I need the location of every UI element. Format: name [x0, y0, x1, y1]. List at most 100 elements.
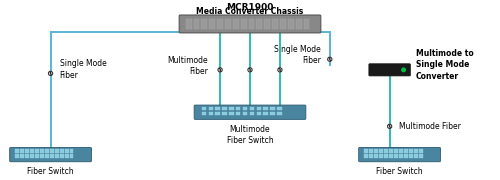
FancyBboxPatch shape — [186, 19, 192, 29]
FancyBboxPatch shape — [394, 149, 398, 153]
FancyBboxPatch shape — [30, 154, 34, 158]
FancyBboxPatch shape — [404, 154, 407, 158]
FancyBboxPatch shape — [250, 112, 254, 115]
FancyBboxPatch shape — [243, 112, 248, 115]
FancyBboxPatch shape — [229, 112, 234, 115]
FancyBboxPatch shape — [30, 149, 34, 153]
FancyBboxPatch shape — [225, 19, 231, 29]
FancyBboxPatch shape — [256, 107, 261, 110]
FancyBboxPatch shape — [10, 147, 92, 162]
Circle shape — [48, 71, 52, 75]
FancyBboxPatch shape — [50, 154, 53, 158]
Text: Media Converter Chassis: Media Converter Chassis — [196, 6, 304, 15]
Text: Single Mode
Fiber: Single Mode Fiber — [60, 59, 106, 80]
FancyBboxPatch shape — [400, 149, 402, 153]
FancyBboxPatch shape — [40, 149, 43, 153]
FancyBboxPatch shape — [384, 149, 388, 153]
FancyBboxPatch shape — [277, 112, 281, 115]
FancyBboxPatch shape — [256, 19, 262, 29]
FancyBboxPatch shape — [404, 149, 407, 153]
FancyBboxPatch shape — [70, 154, 74, 158]
FancyBboxPatch shape — [304, 19, 310, 29]
FancyBboxPatch shape — [202, 112, 206, 115]
FancyBboxPatch shape — [20, 149, 24, 153]
FancyBboxPatch shape — [236, 107, 240, 110]
FancyBboxPatch shape — [222, 112, 226, 115]
Circle shape — [218, 68, 222, 72]
Text: Single Mode
Fiber: Single Mode Fiber — [274, 45, 321, 65]
FancyBboxPatch shape — [202, 19, 207, 29]
FancyBboxPatch shape — [270, 112, 274, 115]
FancyBboxPatch shape — [394, 154, 398, 158]
FancyBboxPatch shape — [60, 149, 64, 153]
FancyBboxPatch shape — [243, 107, 248, 110]
FancyBboxPatch shape — [40, 154, 43, 158]
FancyBboxPatch shape — [390, 149, 392, 153]
FancyBboxPatch shape — [216, 112, 220, 115]
FancyBboxPatch shape — [410, 149, 412, 153]
FancyBboxPatch shape — [241, 19, 246, 29]
FancyBboxPatch shape — [20, 154, 24, 158]
FancyBboxPatch shape — [202, 107, 206, 110]
FancyBboxPatch shape — [16, 154, 18, 158]
FancyBboxPatch shape — [60, 154, 64, 158]
FancyBboxPatch shape — [414, 154, 418, 158]
FancyBboxPatch shape — [66, 149, 68, 153]
Circle shape — [278, 68, 282, 72]
FancyBboxPatch shape — [369, 64, 410, 76]
Circle shape — [248, 68, 252, 72]
FancyBboxPatch shape — [250, 107, 254, 110]
FancyBboxPatch shape — [208, 112, 213, 115]
FancyBboxPatch shape — [364, 149, 368, 153]
Circle shape — [402, 68, 406, 72]
FancyBboxPatch shape — [56, 149, 58, 153]
FancyBboxPatch shape — [222, 107, 226, 110]
FancyBboxPatch shape — [210, 19, 215, 29]
FancyBboxPatch shape — [358, 147, 440, 162]
FancyBboxPatch shape — [410, 154, 412, 158]
FancyBboxPatch shape — [264, 112, 268, 115]
FancyBboxPatch shape — [380, 149, 382, 153]
Text: Fiber Switch: Fiber Switch — [376, 167, 423, 176]
FancyBboxPatch shape — [50, 149, 53, 153]
Text: Fiber Switch: Fiber Switch — [27, 167, 74, 176]
FancyBboxPatch shape — [248, 19, 254, 29]
FancyBboxPatch shape — [16, 149, 18, 153]
FancyBboxPatch shape — [194, 19, 200, 29]
FancyBboxPatch shape — [26, 154, 29, 158]
FancyBboxPatch shape — [384, 154, 388, 158]
FancyBboxPatch shape — [280, 19, 286, 29]
FancyBboxPatch shape — [390, 154, 392, 158]
FancyBboxPatch shape — [36, 154, 38, 158]
FancyBboxPatch shape — [277, 107, 281, 110]
FancyBboxPatch shape — [179, 15, 321, 33]
FancyBboxPatch shape — [420, 154, 422, 158]
FancyBboxPatch shape — [233, 19, 239, 29]
FancyBboxPatch shape — [26, 149, 29, 153]
FancyBboxPatch shape — [216, 107, 220, 110]
Circle shape — [388, 124, 392, 128]
FancyBboxPatch shape — [414, 149, 418, 153]
FancyBboxPatch shape — [370, 149, 372, 153]
FancyBboxPatch shape — [217, 19, 223, 29]
FancyBboxPatch shape — [256, 112, 261, 115]
FancyBboxPatch shape — [270, 107, 274, 110]
Text: Multimode
Fiber: Multimode Fiber — [168, 56, 208, 76]
FancyBboxPatch shape — [296, 19, 302, 29]
Text: Multimode
Fiber Switch: Multimode Fiber Switch — [226, 125, 274, 145]
FancyBboxPatch shape — [208, 107, 213, 110]
FancyBboxPatch shape — [70, 149, 74, 153]
FancyBboxPatch shape — [194, 105, 306, 119]
FancyBboxPatch shape — [66, 154, 68, 158]
FancyBboxPatch shape — [288, 19, 294, 29]
FancyBboxPatch shape — [272, 19, 278, 29]
FancyBboxPatch shape — [46, 154, 48, 158]
FancyBboxPatch shape — [264, 107, 268, 110]
FancyBboxPatch shape — [46, 149, 48, 153]
FancyBboxPatch shape — [229, 107, 234, 110]
FancyBboxPatch shape — [36, 149, 38, 153]
FancyBboxPatch shape — [400, 154, 402, 158]
FancyBboxPatch shape — [364, 154, 368, 158]
FancyBboxPatch shape — [374, 149, 378, 153]
FancyBboxPatch shape — [380, 154, 382, 158]
